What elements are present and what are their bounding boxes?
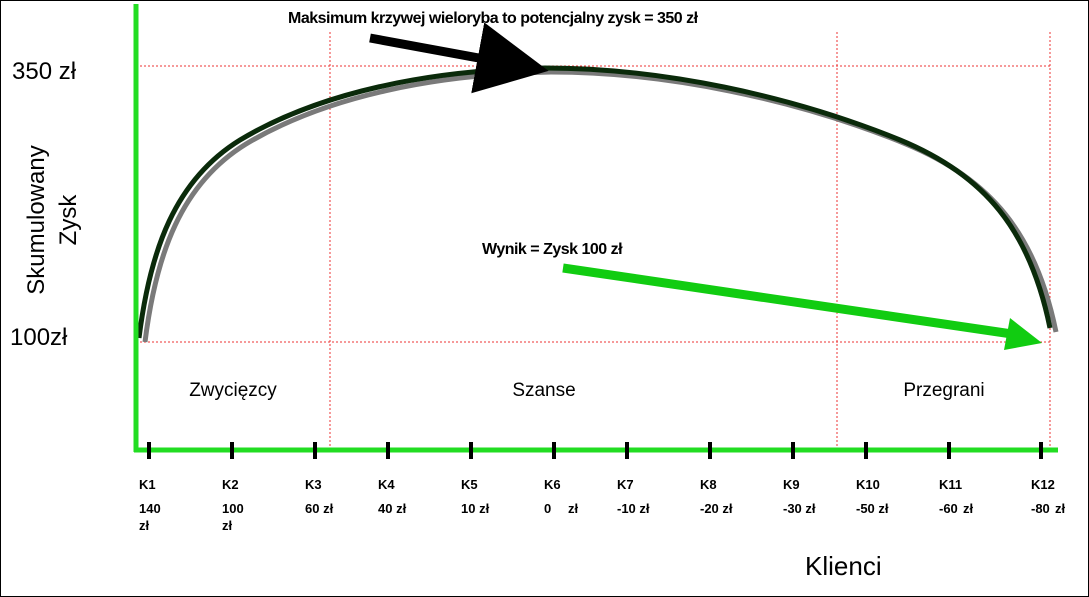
customer-profit-unit-k1: zł [139,518,150,533]
arrow-result-shaft [562,263,1013,339]
customer-profit-k10: -50 zł [856,501,889,516]
customer-profit-k2: 100 [222,501,244,516]
annotation-result: Wynik = Zysk 100 zł [482,241,623,258]
customer-profit-unit-k6: zł [568,501,579,516]
customer-profit-unit-k11: zł [963,501,974,516]
customer-profit-k4: 40 zł [378,501,407,516]
customer-profit-k11: -60 [939,501,958,516]
customer-profit-k7: -10 zł [617,501,650,516]
segment-label-winners: Zwycięzcy [189,380,277,401]
segment-label-chances: Szanse [512,380,575,401]
customer-profit-k5: 10 zł [461,501,490,516]
customer-id-k9: K9 [783,477,800,492]
x-axis-ticks [147,442,1043,459]
arrow-max [369,22,549,94]
customer-id-k6: K6 [544,477,561,492]
y-tick-label-100: 100zł [10,324,68,351]
customer-profit-k6: 0 [544,501,551,516]
customer-id-k10: K10 [856,477,880,492]
customer-id-k3: K3 [305,477,322,492]
customer-profit-k1: 140 [139,501,161,516]
customer-id-k7: K7 [617,477,634,492]
customer-profit-k3: 60 zł [305,501,334,516]
customer-profit-k8: -20 zł [700,501,733,516]
customer-profit-k12: -80 [1031,501,1050,516]
y-axis-title: Skumulowany Zysk [23,145,82,294]
y-axis-title-line1: Skumulowany [23,145,50,294]
customer-id-k2: K2 [222,477,239,492]
customer-labels: K1 140 zł K2 100 zł K3 60 zł K4 40 zł K5 10 zł K6 0 zł… [139,477,1066,533]
customer-id-k4: K4 [378,477,395,492]
customer-id-k11: K11 [939,477,962,492]
customer-id-k8: K8 [700,477,717,492]
annotation-max: Maksimum krzywej wieloryba to potencjaln… [288,10,699,27]
whale-curve-shadow [142,69,1059,343]
y-tick-label-350: 350 zł [12,58,77,85]
x-axis-title: Klienci [805,551,882,581]
customer-id-k1: K1 [139,477,156,492]
segment-label-losers: Przegrani [903,380,984,401]
customer-profit-k9: -30 zł [783,501,816,516]
arrow-result-head [1004,318,1042,350]
customer-profit-unit-k2: zł [222,518,233,533]
customer-id-k12: K12 [1031,477,1055,492]
whale-curve [136,65,1053,339]
customer-profit-unit-k12: zł [1055,501,1066,516]
y-axis-title-line2: Zysk [55,194,82,246]
customer-id-k5: K5 [461,477,478,492]
